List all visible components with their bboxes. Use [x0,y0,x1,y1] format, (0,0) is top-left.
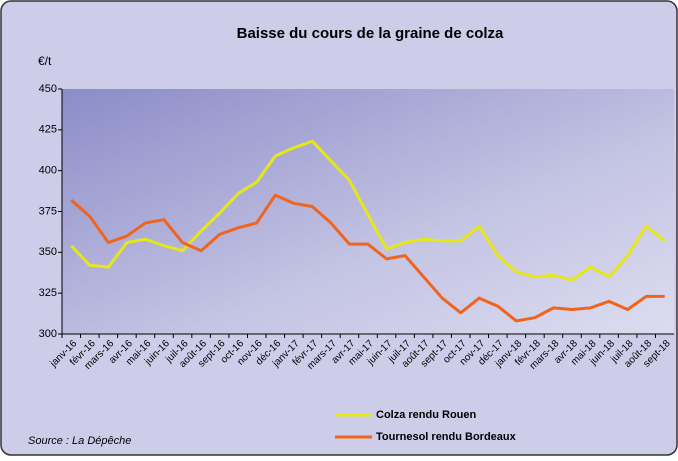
y-tick-label: 325 [39,287,57,299]
source: Source : La Dépêche [28,435,131,447]
series-line [70,193,665,323]
y-axis-label: €/t [38,54,52,68]
y-tick-label: 400 [39,165,57,177]
y-tick-label: 300 [39,328,57,340]
chart-title: Baisse du cours de la graine de colza [237,25,504,42]
y-tick-label: 375 [39,205,57,217]
legend-label: Colza rendu Rouen [376,409,477,421]
legend-label: Tournesol rendu Bordeaux [376,431,517,443]
series-line [70,139,666,282]
y-tick-label: 450 [39,83,57,95]
y-tick-label: 425 [39,124,57,136]
plot-area [62,89,674,334]
y-tick-label: 350 [39,246,57,258]
